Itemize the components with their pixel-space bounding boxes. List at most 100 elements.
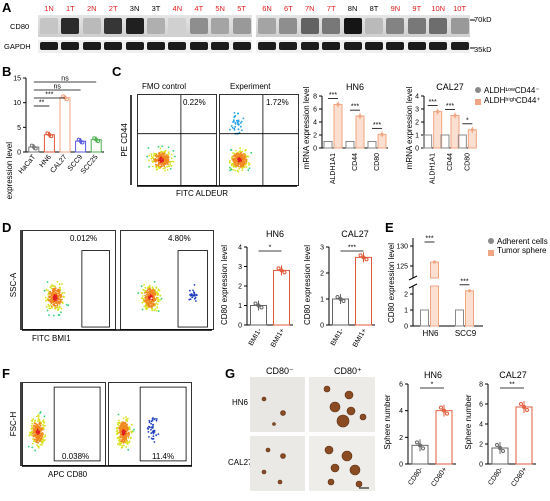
row-label-gapdh: GAPDH (4, 42, 31, 51)
y-tick-label: 8 (479, 382, 483, 389)
bar (440, 134, 450, 149)
sphere-row-title-hn6: HN6 (232, 398, 249, 407)
flow-f-xaxis (22, 465, 192, 467)
y-tick-label: 2 (404, 292, 408, 299)
blot-band (258, 18, 276, 34)
legend-e-marker-sphere (488, 250, 494, 256)
y-tick-label: 0 (415, 146, 419, 153)
blot-band (82, 42, 101, 50)
flow-d-pct-2: 4.80% (168, 234, 191, 243)
flow-c-xaxis (137, 185, 297, 187)
data-point (418, 443, 422, 448)
y-tick-label: 0 (404, 324, 408, 331)
y-tick-label: 1 (415, 133, 419, 140)
y-tick-label: 2 (313, 133, 317, 140)
blot-band (343, 42, 362, 50)
blot-band (450, 42, 469, 50)
y-tick-label: 6 (399, 382, 403, 389)
data-point (495, 443, 499, 447)
y-tick-label: 1 (238, 303, 242, 310)
gate-box (177, 250, 208, 328)
significance-label: *** (45, 92, 53, 99)
bar (323, 141, 333, 149)
y-tick-label: 3 (320, 245, 324, 252)
bar (455, 309, 464, 327)
data-point (421, 446, 425, 451)
significance-label: ** (509, 382, 515, 389)
data-point (65, 97, 69, 102)
significance-label: *** (351, 104, 359, 111)
data-point (415, 440, 419, 445)
blot-band (279, 42, 298, 50)
flow-plot-f-positive (108, 382, 192, 466)
bar (333, 103, 343, 149)
marker-35kd: 35kD (474, 45, 492, 54)
tumor-sphere (265, 447, 271, 453)
x-tick-label: ALDH1A1 (430, 153, 437, 184)
y-tick-label: 6 (313, 107, 317, 114)
flow-f-ylabel: FSC-H (9, 412, 18, 437)
blot-band (407, 18, 426, 34)
lane-label: 6T (284, 4, 293, 13)
flow-c-title-fmo: FMO control (142, 82, 187, 91)
chart-d: CD80 expression level CD80 expression le… (220, 229, 375, 349)
marker-70kd: 70kD (474, 15, 492, 24)
blot-band (189, 42, 208, 50)
tumor-sphere (341, 450, 353, 462)
x-tick-label: CD80+ (510, 466, 528, 488)
data-point (525, 408, 529, 412)
legend-c-high: ALDHʰⁱᵍʰCD44⁺ (484, 96, 541, 105)
blot-band (407, 42, 426, 50)
tumor-sphere (336, 414, 350, 428)
bar (465, 290, 474, 327)
tumor-sphere (344, 390, 354, 400)
panel-label-c: C (112, 64, 122, 79)
blot-band (82, 18, 101, 34)
y-tick-label: 0 (17, 150, 21, 157)
chart-c: mRNA expression level mRNA expression le… (302, 82, 481, 184)
bar (355, 256, 372, 326)
lane-label: 7T (326, 4, 336, 13)
y-tick-label: 0 (320, 323, 324, 330)
x-tick-label: BMI1- (330, 327, 346, 347)
tumor-sphere (280, 410, 286, 416)
x-tick-label: CD80 (464, 153, 471, 171)
blot-band (343, 18, 362, 34)
chart-b: CD80 expression level 0 5 10 15 HaCaT HN6CAL2… (5, 76, 104, 200)
y-tick-label: 0 (313, 146, 317, 153)
y-tick-label: 2 (320, 271, 324, 278)
sphere-image-hn6-neg (250, 377, 305, 432)
blot-band (322, 18, 341, 34)
chart-g: Sphere number Sphere number HN6 CAL27 0 2… (383, 370, 536, 488)
y-tick-label: 2 (238, 284, 242, 291)
bar (430, 285, 439, 327)
data-point (259, 305, 264, 310)
data-point (519, 402, 523, 406)
flow-f-pct-1: 0.038% (62, 452, 90, 461)
gate-box (139, 386, 187, 462)
flow-plot-d-positive (120, 230, 214, 330)
bar (420, 309, 429, 327)
data-point (498, 446, 502, 450)
gate-box (53, 386, 101, 462)
x-tick-label: CD80+ (430, 466, 448, 488)
y-tick-label: 15 (13, 76, 21, 83)
y-tick-label: 4 (415, 94, 419, 101)
bar (457, 134, 467, 149)
x-tick-label: SCC25 (80, 154, 100, 176)
x-tick-label: CD44 (352, 153, 359, 171)
blot-band (279, 18, 298, 34)
panel-label-a: A (2, 0, 12, 15)
lane-label: 1N (44, 4, 54, 13)
blot-band (104, 42, 123, 50)
blot-band (365, 18, 383, 34)
axis-break (408, 275, 418, 281)
x-tick-label: HaCaT (18, 153, 38, 175)
lane-label: 5T (237, 4, 246, 13)
data-point (501, 449, 505, 453)
lane-label: 6N (262, 4, 272, 13)
x-tick-label: SCC9 (455, 329, 477, 338)
x-tick-label: CD80- (407, 466, 425, 487)
significance-label: *** (348, 245, 356, 252)
y-tick-label: 5 (17, 125, 21, 132)
